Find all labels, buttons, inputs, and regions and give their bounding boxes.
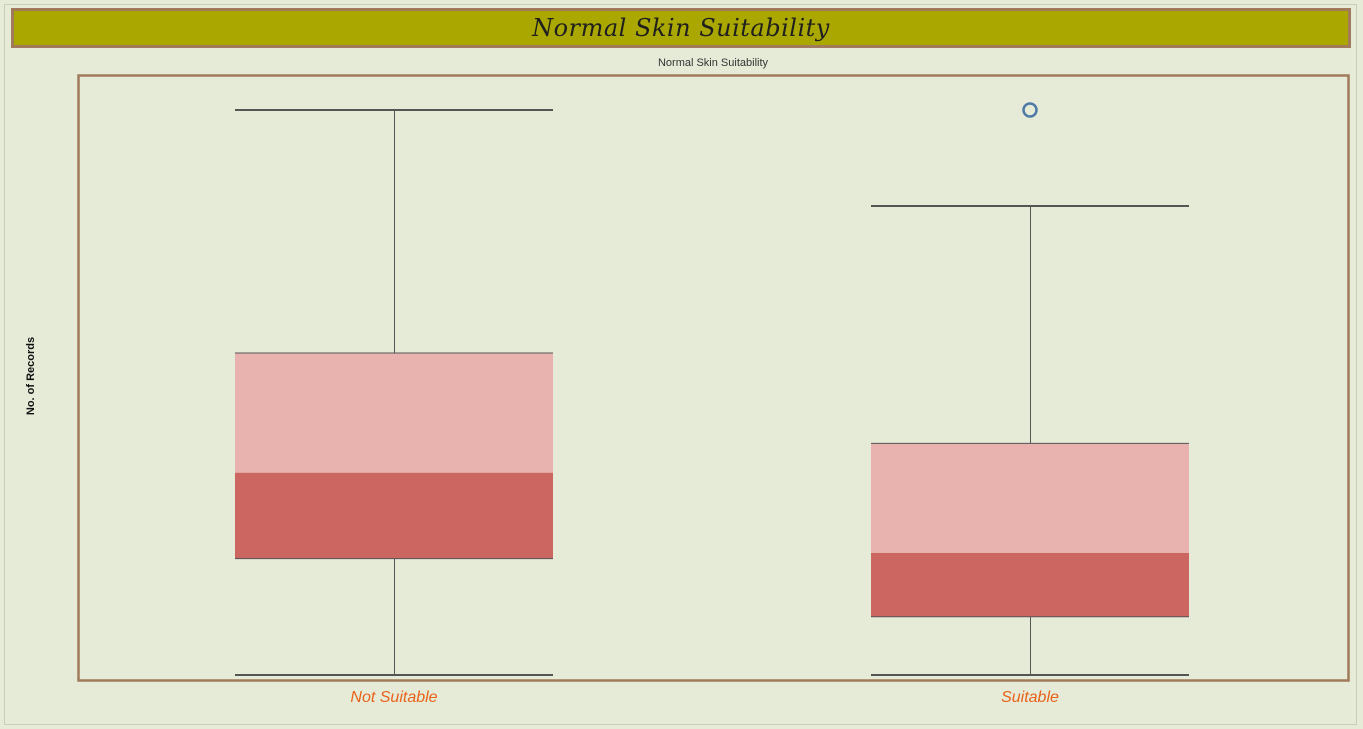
outlier-point-suitable (1022, 102, 1038, 118)
lower-box-suitable (871, 552, 1189, 617)
upper-box-not-suitable (235, 352, 553, 473)
x-tick-label-not-suitable: Not Suitable (350, 689, 437, 706)
dashboard-title-banner: Normal Skin Suitability (11, 8, 1351, 48)
chart-title: Normal Skin Suitability (657, 57, 769, 69)
dashboard-title: Normal Skin Suitability (532, 14, 830, 42)
lower-box-not-suitable (235, 472, 553, 559)
upper-box-suitable (871, 443, 1189, 553)
dashboard-frame (4, 4, 1357, 725)
plot-area-border (77, 74, 1350, 682)
x-tick-label-suitable: Suitable (1001, 689, 1059, 706)
